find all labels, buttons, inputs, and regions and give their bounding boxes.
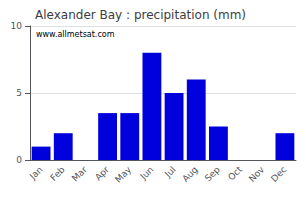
svg-text:Nov: Nov — [247, 164, 267, 184]
svg-text:Oct: Oct — [226, 164, 244, 182]
svg-text:Alexander Bay : precipitation: Alexander Bay : precipitation (mm) — [35, 8, 246, 22]
svg-text:Jan: Jan — [27, 164, 45, 182]
svg-text:Dec: Dec — [269, 164, 288, 183]
svg-text:www.allmetsat.com: www.allmetsat.com — [36, 30, 115, 39]
svg-text:5: 5 — [16, 88, 22, 98]
svg-text:Aug: Aug — [180, 164, 199, 183]
svg-text:Sep: Sep — [203, 164, 222, 183]
svg-text:Jul: Jul — [162, 164, 177, 179]
svg-text:Apr: Apr — [93, 164, 111, 182]
svg-text:Jun: Jun — [138, 164, 156, 182]
svg-text:10: 10 — [11, 21, 23, 31]
svg-text:Feb: Feb — [48, 164, 67, 183]
svg-text:0: 0 — [16, 155, 22, 165]
svg-text:May: May — [113, 164, 134, 185]
svg-text:Mar: Mar — [70, 164, 89, 183]
